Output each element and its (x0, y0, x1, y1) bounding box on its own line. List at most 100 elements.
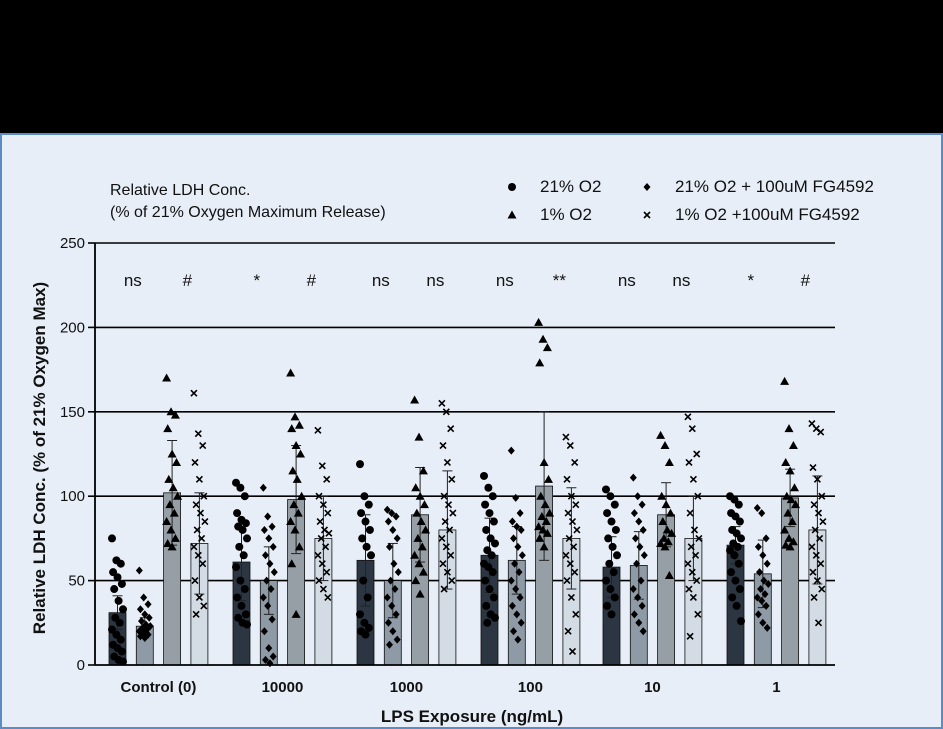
data-point (163, 538, 173, 547)
data-point (363, 593, 372, 602)
data-point (638, 601, 646, 610)
data-point (260, 627, 268, 636)
data-point (808, 543, 816, 551)
data-point (323, 475, 331, 483)
data-point (360, 492, 369, 501)
data-point (562, 433, 570, 441)
data-point (241, 610, 250, 619)
data-point (564, 509, 572, 517)
data-point (760, 576, 768, 585)
y-tick-label: 200 (60, 319, 85, 336)
data-point (286, 517, 296, 526)
data-point (753, 504, 761, 513)
significance-label: # (801, 271, 811, 290)
data-point (481, 500, 490, 509)
data-point (759, 551, 767, 560)
data-point (511, 559, 519, 568)
data-point (572, 501, 580, 509)
data-point (663, 537, 673, 546)
data-point (168, 483, 178, 492)
data-point (413, 533, 423, 542)
y-tick-label: 0 (77, 657, 85, 674)
data-point (200, 492, 208, 500)
data-point (571, 458, 579, 467)
data-point (507, 210, 517, 219)
data-point (542, 343, 552, 352)
bars (108, 485, 827, 666)
data-point (540, 500, 550, 509)
data-point (635, 618, 643, 627)
data-point (488, 492, 497, 501)
significance-label: ns (618, 271, 636, 290)
data-point (566, 560, 574, 568)
data-point (356, 460, 364, 469)
data-point (194, 430, 202, 438)
data-point (267, 585, 275, 594)
data-point (693, 577, 701, 585)
data-point (693, 450, 701, 458)
data-point (656, 538, 666, 547)
data-point (662, 525, 672, 534)
data-point (602, 485, 610, 494)
data-point (488, 568, 497, 577)
data-point (634, 492, 642, 501)
data-point (762, 601, 770, 610)
data-point (191, 458, 199, 467)
data-point (482, 525, 491, 534)
data-point (319, 585, 327, 593)
data-point (135, 566, 143, 575)
data-point (199, 560, 207, 568)
data-point (539, 457, 549, 466)
data-point (758, 509, 766, 518)
data-point (783, 508, 793, 517)
data-point (817, 560, 825, 568)
significance-label: # (183, 271, 193, 290)
data-point (685, 585, 693, 593)
data-point (784, 424, 794, 433)
data-point (410, 395, 420, 404)
data-point (562, 551, 570, 559)
data-point (491, 613, 499, 622)
data-point (439, 441, 447, 450)
data-point (325, 529, 333, 537)
data-point (448, 577, 456, 585)
data-point (384, 517, 392, 526)
data-point (814, 619, 823, 627)
data-point (270, 568, 278, 577)
data-point (541, 517, 551, 526)
data-point (731, 576, 740, 585)
data-point (265, 534, 273, 543)
data-point (259, 593, 267, 602)
data-point (781, 457, 791, 466)
data-point (268, 615, 276, 624)
data-point (491, 539, 499, 548)
data-point (314, 551, 322, 559)
data-point (635, 517, 643, 526)
data-point (791, 500, 801, 509)
data-point (420, 500, 429, 509)
data-point (512, 493, 520, 502)
data-point (387, 576, 395, 585)
y-tick-label: 150 (60, 404, 85, 421)
data-point (785, 466, 795, 475)
data-point (315, 577, 323, 585)
data-point (571, 568, 579, 576)
data-point (535, 358, 545, 367)
significance-label: ns (672, 271, 690, 290)
data-point (539, 542, 549, 551)
data-point (489, 517, 498, 526)
data-point (417, 542, 427, 551)
data-point (286, 368, 296, 377)
data-point (114, 596, 123, 605)
data-point (415, 589, 425, 598)
data-point (108, 534, 116, 543)
data-point (568, 517, 577, 526)
data-point (657, 491, 667, 500)
data-point (689, 593, 697, 602)
y-tick-labels: 0 50 100 150 200 250 (60, 235, 85, 674)
data-point (236, 576, 245, 585)
data-point (630, 610, 638, 619)
data-point (389, 627, 397, 636)
data-point (810, 501, 818, 509)
data-point (573, 526, 581, 534)
